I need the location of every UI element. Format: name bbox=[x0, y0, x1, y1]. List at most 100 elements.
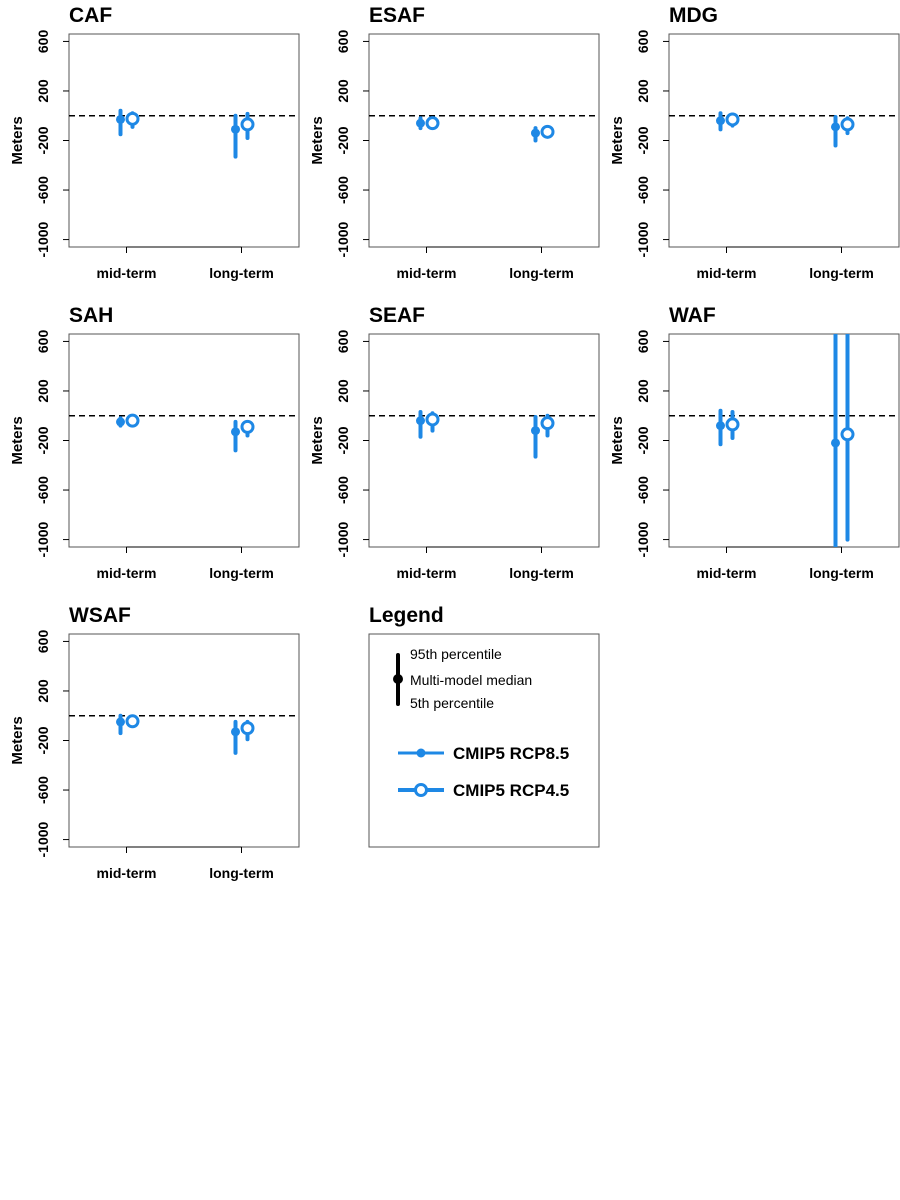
marks bbox=[116, 413, 255, 453]
plot-frame bbox=[68, 633, 300, 848]
y-axis-label: Meters bbox=[309, 416, 326, 464]
y-tick-label: 600 bbox=[635, 330, 651, 354]
y-tick-label: 200 bbox=[35, 79, 51, 103]
y-tick-label: -1000 bbox=[35, 521, 51, 557]
plot-frame bbox=[68, 333, 300, 548]
legend-p95-label: 95th percentile bbox=[410, 646, 502, 662]
x-tick-label: mid-term bbox=[397, 265, 457, 281]
x-tick-label: long-term bbox=[209, 565, 274, 581]
y-tick-label: -600 bbox=[335, 176, 351, 204]
y-tick-label: -1000 bbox=[635, 221, 651, 257]
plot-frame bbox=[68, 33, 300, 248]
y-axis-label: Meters bbox=[609, 416, 626, 464]
y-tick-label: 600 bbox=[335, 30, 351, 54]
rcp85-median-point bbox=[831, 122, 840, 132]
x-tick-label: mid-term bbox=[697, 265, 757, 281]
panel-waf: WAF 600 200 -200 -600 -1000 Meters mid-term long… bbox=[609, 304, 900, 581]
figure: CAF 600 200 -200 -600 -1000 Meters mid-term long… bbox=[9, 4, 900, 881]
rcp85-median-point bbox=[416, 416, 425, 426]
legend-median-point bbox=[393, 674, 403, 684]
rcp45-median-point bbox=[540, 124, 555, 139]
rcp45-median-point bbox=[240, 117, 255, 132]
rcp45-median-point bbox=[240, 419, 255, 434]
legend-rcp85-point bbox=[416, 748, 426, 758]
rcp85-median-point bbox=[116, 114, 125, 124]
y-tick-label: -200 bbox=[335, 126, 351, 154]
rcp85-median-point bbox=[231, 427, 240, 437]
y-axis-label: Meters bbox=[9, 716, 26, 764]
x-tick-label: long-term bbox=[209, 265, 274, 281]
y-tick-label: -600 bbox=[635, 476, 651, 504]
rcp85-median-point bbox=[831, 438, 840, 448]
y-tick-label: -1000 bbox=[35, 821, 51, 857]
rcp45-median-point bbox=[240, 721, 255, 736]
y-tick-label: -1000 bbox=[335, 221, 351, 257]
y-tick-label: -200 bbox=[635, 126, 651, 154]
y-tick-label: 600 bbox=[335, 330, 351, 354]
y-tick-label: 200 bbox=[335, 79, 351, 103]
rcp45-median-point bbox=[125, 714, 140, 729]
rcp45-median-point bbox=[540, 416, 555, 431]
plot-frame bbox=[668, 333, 900, 548]
rcp45-median-point bbox=[425, 116, 440, 131]
panel-title: SAH bbox=[69, 304, 113, 327]
marks bbox=[716, 111, 855, 148]
panel-mdg: MDG 600 200 -200 -600 -1000 Meters mid-term long… bbox=[609, 4, 900, 281]
rcp85-median-point bbox=[231, 727, 240, 737]
y-tick-label: -1000 bbox=[635, 521, 651, 557]
rcp85-median-point bbox=[231, 124, 240, 134]
panel-title: WAF bbox=[669, 304, 716, 327]
x-tick-label: long-term bbox=[509, 265, 574, 281]
y-tick-label: 600 bbox=[35, 30, 51, 54]
y-tick-label: 600 bbox=[35, 330, 51, 354]
y-tick-label: -200 bbox=[335, 426, 351, 454]
panel-seaf: SEAF 600 200 -200 -600 -1000 Meters mid-term lon… bbox=[309, 304, 600, 581]
panel-title: CAF bbox=[69, 4, 112, 27]
legend-rcp45-label: CMIP5 RCP4.5 bbox=[453, 781, 569, 800]
panel-sah: SAH 600 200 -200 -600 -1000 Meters mid-term long… bbox=[9, 304, 300, 581]
y-tick-label: 600 bbox=[635, 30, 651, 54]
x-tick-label: long-term bbox=[509, 565, 574, 581]
y-tick-label: 200 bbox=[635, 379, 651, 403]
marks bbox=[116, 713, 255, 755]
y-tick-label: -600 bbox=[335, 476, 351, 504]
panel-wsaf: WSAF 600 200 -200 -600 -1000 Meters mid-term lon… bbox=[9, 604, 300, 881]
panel-caf: CAF 600 200 -200 -600 -1000 Meters mid-term long… bbox=[9, 4, 300, 281]
legend-median-label: Multi-model median bbox=[410, 672, 532, 688]
rcp45-median-point bbox=[840, 427, 855, 442]
rcp85-median-point bbox=[116, 417, 125, 427]
y-tick-label: 200 bbox=[635, 79, 651, 103]
x-tick-label: mid-term bbox=[97, 265, 157, 281]
y-tick-label: 200 bbox=[335, 379, 351, 403]
plot-frame bbox=[368, 33, 600, 248]
legend-panel: Legend 95th percentile Multi-model median 5… bbox=[368, 604, 600, 848]
plot-frame bbox=[368, 333, 600, 548]
x-tick-label: long-term bbox=[209, 865, 274, 881]
y-tick-label: 200 bbox=[35, 379, 51, 403]
legend-rcp45-point bbox=[414, 783, 428, 797]
y-tick-label: -200 bbox=[635, 426, 651, 454]
x-tick-label: long-term bbox=[809, 265, 874, 281]
rcp85-median-point bbox=[116, 717, 125, 727]
y-axis-label: Meters bbox=[9, 416, 26, 464]
y-tick-label: -600 bbox=[35, 776, 51, 804]
rcp85-median-point bbox=[531, 128, 540, 138]
marks bbox=[416, 410, 555, 459]
panel-title: MDG bbox=[669, 4, 718, 27]
rcp45-median-point bbox=[725, 112, 740, 127]
marks bbox=[116, 108, 255, 159]
x-tick-label: mid-term bbox=[97, 565, 157, 581]
y-tick-label: 200 bbox=[35, 679, 51, 703]
y-tick-label: -1000 bbox=[35, 221, 51, 257]
y-tick-label: -200 bbox=[35, 126, 51, 154]
y-tick-label: -600 bbox=[35, 176, 51, 204]
y-tick-label: -1000 bbox=[335, 521, 351, 557]
rcp85-median-point bbox=[531, 426, 540, 436]
y-tick-label: -600 bbox=[35, 476, 51, 504]
rcp45-median-point bbox=[125, 111, 140, 126]
marks bbox=[716, 334, 855, 547]
y-tick-label: -600 bbox=[635, 176, 651, 204]
y-axis-label: Meters bbox=[309, 116, 326, 164]
rcp85-median-point bbox=[716, 116, 725, 126]
panel-esaf: ESAF 600 200 -200 -600 -1000 Meters mid-term lon… bbox=[309, 4, 600, 281]
